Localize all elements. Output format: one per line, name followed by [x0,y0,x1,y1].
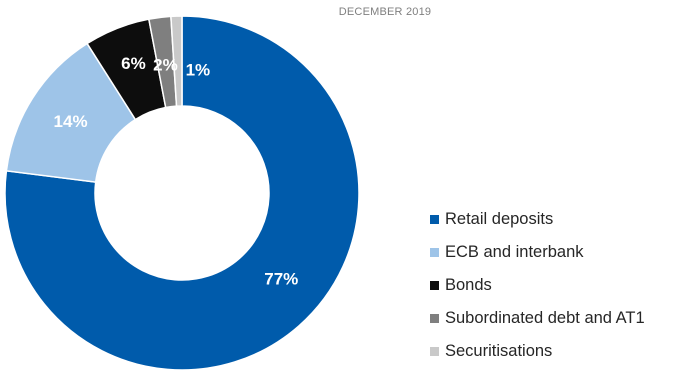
legend-label: Retail deposits [445,209,554,228]
chart-title: DECEMBER 2019 [338,6,432,18]
data-label-bonds: 6% [121,54,146,73]
legend-label: ECB and interbank [445,242,584,261]
legend-item-retail-deposits: Retail deposits [430,208,645,230]
legend-swatch [430,346,439,356]
legend-item-securitisations: Securitisations [430,340,645,362]
slice-securitisations [170,15,183,107]
legend-item-subordinated-debt: Subordinated debt and AT1 [430,307,645,329]
legend-item-ecb-and-interbank: ECB and interbank [430,241,645,263]
slice-retail-deposits [4,15,360,371]
slice-ecb-and-interbank [5,42,137,183]
data-label-ecb-and-interbank: 14% [54,112,88,131]
data-label-subordinated-debt-and-at1: 2% [153,56,178,75]
legend: Retail deposits ECB and interbank Bonds … [430,208,645,373]
legend-label: Subordinated debt and AT1 [445,308,645,327]
donut-chart: 77% 14% 6% 2% 1% [4,15,360,371]
legend-label: Bonds [445,275,492,294]
legend-swatch [430,313,439,323]
data-label-securitisations: 1% [186,61,211,80]
legend-swatch [430,247,439,257]
legend-item-bonds: Bonds [430,274,645,296]
legend-swatch [430,280,439,290]
legend-label: Securitisations [445,341,553,360]
data-label-retail-deposits: 77% [264,269,298,288]
legend-swatch [430,214,439,224]
